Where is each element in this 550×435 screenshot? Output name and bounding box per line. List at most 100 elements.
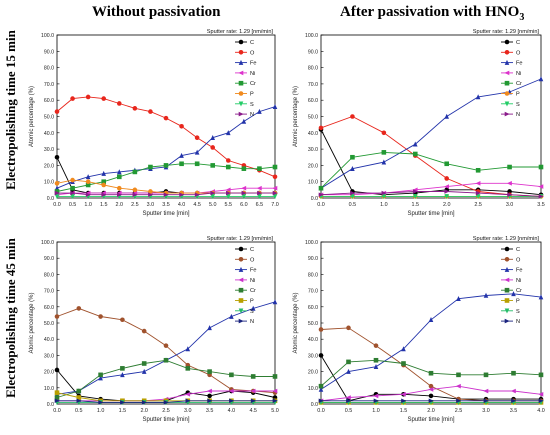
y-tick-label: 80.0 [308, 66, 318, 72]
data-point-o [194, 135, 200, 140]
data-point-o [101, 96, 107, 101]
x-tick-label: 2.0 [443, 202, 451, 208]
data-point-s [257, 194, 262, 200]
data-point-cr [412, 151, 418, 157]
data-point-o [141, 328, 147, 334]
series-line-c [320, 129, 542, 196]
legend-marker [504, 246, 510, 252]
legend-marker [238, 257, 244, 262]
x-tick-label: 3.0 [147, 202, 155, 208]
series-line-c [56, 369, 276, 402]
data-point-s [210, 194, 216, 200]
legend-label: N [516, 112, 520, 118]
y-tick-label: 10.0 [308, 386, 318, 392]
legend-label: P [250, 92, 254, 98]
data-point-s [444, 194, 450, 200]
data-point-n [163, 400, 169, 405]
data-point-ni [510, 388, 516, 394]
column-title-after-passivation: After passivation with HNO3 [340, 4, 524, 23]
legend-label: C [250, 40, 254, 46]
data-point-n [346, 398, 352, 404]
series-c [318, 127, 544, 198]
legend-marker [238, 287, 244, 293]
data-point-o [163, 115, 169, 121]
sputter-rate-label: Sputter rate: 1.29 [nm/min] [207, 29, 274, 35]
legend-label: Ni [516, 71, 521, 77]
legend-label: S [250, 309, 254, 315]
data-point-fe [250, 305, 256, 311]
y-tick-label: 90.0 [44, 49, 54, 55]
legend-marker [238, 246, 244, 252]
x-tick-label: 6.0 [240, 202, 248, 208]
legend-label: Ni [250, 71, 255, 77]
data-point-fe [475, 94, 481, 100]
data-point-n [538, 398, 544, 404]
data-point-cr [101, 179, 107, 184]
data-point-p [148, 189, 153, 194]
data-point-fe [350, 165, 355, 171]
x-tick-label: 1.0 [84, 202, 92, 208]
data-point-n [225, 190, 231, 196]
legend: CO Fe Ni Cr PSN [235, 246, 257, 325]
x-tick-label: 5.0 [209, 202, 217, 208]
x-tick-label: 1.5 [100, 202, 108, 208]
data-point-fe [241, 118, 247, 124]
data-point-o [346, 325, 351, 331]
data-point-cr [272, 164, 278, 170]
y-tick-label: 10.0 [44, 386, 54, 392]
data-point-cr [98, 372, 103, 378]
x-tick-label: 7.0 [271, 202, 279, 208]
data-point-o [318, 327, 324, 332]
y-tick-label: 0.0 [311, 196, 318, 202]
legend-marker [238, 277, 244, 283]
legend-marker [504, 257, 510, 262]
y-tick-label: 50.0 [44, 115, 54, 121]
data-point-ni [256, 185, 262, 191]
data-point-n [210, 190, 216, 196]
data-point-ni [455, 383, 461, 389]
data-point-ni [475, 181, 481, 186]
data-point-fe [444, 113, 450, 119]
y-tick-label: 70.0 [308, 289, 318, 295]
data-point-n [179, 192, 185, 198]
legend-label: N [250, 112, 254, 118]
data-point-s [225, 194, 231, 200]
column-title-main: After passivation with HNO [340, 4, 520, 20]
x-tick-label: 4.0 [537, 408, 545, 414]
data-point-o [54, 109, 60, 114]
legend-marker [238, 111, 244, 117]
data-point-n [185, 398, 191, 404]
legend-label: Cr [250, 288, 256, 294]
data-point-p [54, 390, 60, 395]
x-tick-label: 0.0 [53, 202, 61, 208]
x-tick-label: 2.5 [162, 408, 170, 414]
y-tick-label: 10.0 [308, 180, 318, 186]
y-axis-label: Atomic percentage (%) [29, 86, 35, 147]
series-fe [318, 76, 544, 191]
data-point-cr [120, 366, 125, 371]
column-title-without-passivation: Without passivation [92, 4, 221, 20]
data-point-n [272, 190, 278, 196]
y-tick-label: 60.0 [308, 305, 318, 311]
chart-bl: 0.0 10.0 20.0 30.0 40.0 50.0 60.0 70.0 80.0 90.0 1… [29, 236, 279, 423]
data-point-cr [507, 164, 512, 170]
y-tick-label: 70.0 [44, 82, 54, 88]
legend-marker [238, 59, 244, 65]
series-cr [54, 161, 278, 194]
y-axis-label: Atomic percentage (%) [293, 86, 299, 147]
data-point-o [318, 125, 324, 131]
legend-label: N [250, 319, 254, 325]
data-point-cr [401, 361, 406, 366]
data-point-cr [163, 163, 169, 168]
data-point-c [54, 367, 60, 373]
x-tick-label: 0.0 [317, 202, 325, 208]
data-point-p [116, 185, 122, 191]
legend-marker [504, 277, 510, 283]
data-point-n [76, 398, 82, 404]
y-tick-label: 80.0 [44, 66, 54, 72]
y-tick-label: 90.0 [308, 49, 318, 55]
data-point-cr [475, 167, 481, 173]
y-tick-label: 60.0 [308, 98, 318, 104]
data-point-fe [185, 346, 191, 352]
x-tick-label: 3.5 [206, 408, 214, 414]
